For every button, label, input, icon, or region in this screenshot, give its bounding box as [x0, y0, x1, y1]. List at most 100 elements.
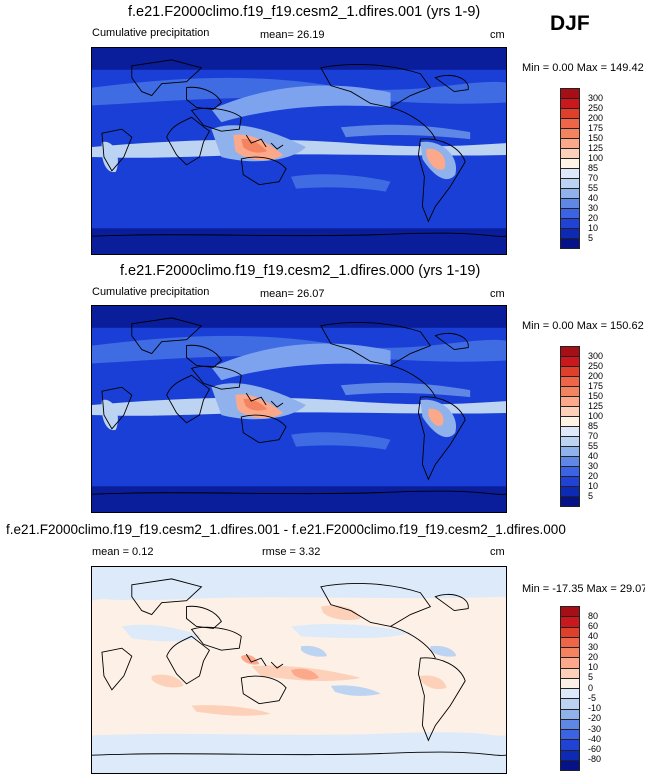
colorbar-tick-label: 200	[588, 112, 604, 123]
colorbar-tick-label: 40	[588, 631, 599, 642]
colorbar-tick-label: 55	[588, 440, 599, 451]
panel1-variable-label: Cumulative precipitation	[92, 27, 210, 39]
colorbar-tick-label: 0	[588, 682, 594, 693]
colorbar-tick-label: 30	[588, 460, 599, 471]
panel1-title: f.e21.F2000climo.f19_f19.cesm2_1.dfires.…	[128, 4, 481, 20]
colorbar-swatch	[560, 476, 580, 487]
colorbar-swatch	[560, 406, 580, 417]
colorbar-tick-label: -5	[588, 692, 597, 703]
panel3-colorbar: 80 60 40 30 20 10 5 0 -5 -10 -20 -30 -40 -60 -80	[560, 606, 601, 771]
colorbar-tick-label: 300	[588, 350, 604, 361]
colorbar-tick-label: 100	[588, 410, 604, 421]
colorbar-swatch	[560, 188, 580, 199]
colorbar-tick-label: 125	[588, 142, 604, 153]
colorbar-swatch	[560, 708, 580, 720]
colorbar-tick-label: 10	[588, 662, 599, 672]
panel3-units: cm	[490, 546, 505, 558]
colorbar-swatch	[560, 688, 580, 700]
panel1-units: cm	[490, 29, 505, 41]
colorbar-swatch	[560, 386, 580, 397]
colorbar-tick-label: 20	[588, 470, 599, 481]
panel3-rmse: rmse = 3.32	[262, 546, 321, 558]
colorbar-tick-label: 5	[588, 490, 594, 501]
colorbar-tick-label: 70	[588, 430, 599, 441]
colorbar-tick-label: 175	[588, 122, 604, 133]
colorbar-swatch	[560, 496, 580, 507]
colorbar-swatch	[560, 647, 580, 659]
colorbar-swatch	[560, 626, 580, 638]
colorbar-swatch	[560, 677, 580, 689]
colorbar-swatch	[560, 158, 580, 169]
season-label: DJF	[550, 12, 590, 35]
panel3-mean: mean = 0.12	[92, 546, 154, 558]
colorbar-swatch	[560, 606, 580, 618]
colorbar-swatch	[560, 128, 580, 139]
colorbar-swatch	[560, 238, 580, 249]
colorbar-tick-label: 250	[588, 102, 604, 113]
colorbar-swatch	[560, 698, 580, 710]
colorbar-swatch	[560, 759, 580, 771]
colorbar-tick-label: -80	[588, 754, 602, 765]
colorbar-swatch	[560, 718, 580, 730]
colorbar-swatch	[560, 148, 580, 159]
colorbar-tick-label: -40	[588, 733, 602, 744]
colorbar-tick-label: 125	[588, 400, 604, 411]
colorbar-swatch	[560, 168, 580, 179]
panel2-map	[91, 305, 507, 513]
colorbar-swatch	[560, 396, 580, 407]
panel2-units: cm	[490, 288, 505, 300]
colorbar-swatch	[560, 218, 580, 229]
colorbar-tick-label: 5	[588, 232, 594, 243]
colorbar-tick-label: 30	[588, 641, 599, 652]
colorbar-tick-label: 20	[588, 212, 599, 223]
colorbar-tick-label: 55	[588, 182, 599, 193]
panel2-title: f.e21.F2000climo.f19_f19.cesm2_1.dfires.…	[120, 263, 481, 279]
colorbar-tick-label: 80	[588, 610, 599, 621]
colorbar-tick-label: 10	[588, 222, 599, 233]
colorbar-swatch	[560, 749, 580, 761]
colorbar-swatch	[560, 88, 580, 99]
colorbar-tick-label: -60	[588, 744, 602, 754]
colorbar-tick-label: 40	[588, 450, 599, 461]
colorbar-tick-label: 70	[588, 172, 599, 183]
colorbar-tick-label: 175	[588, 380, 604, 391]
colorbar-swatch	[560, 667, 580, 679]
colorbar-tick-label: -10	[588, 703, 602, 713]
colorbar-tick-label: 100	[588, 152, 604, 163]
panel3-minmax: Min = -17.35 Max = 29.07	[522, 583, 645, 595]
panel3-map	[91, 566, 507, 774]
colorbar-tick-label: 85	[588, 420, 599, 431]
colorbar-tick-label: -30	[588, 723, 602, 734]
colorbar-swatch	[560, 436, 580, 447]
colorbar-tick-label: 60	[588, 621, 599, 631]
colorbar-tick-label: 20	[588, 651, 599, 662]
panel1-mean: mean= 26.19	[260, 29, 325, 41]
panel1-minmax: Min = 0.00 Max = 149.42	[522, 62, 644, 74]
colorbar-tick-label: 200	[588, 370, 604, 381]
colorbar-tick-label: 150	[588, 132, 604, 143]
colorbar-swatch	[560, 446, 580, 457]
colorbar-swatch	[560, 486, 580, 497]
panel2-colorbar: 300 250 200 175 150 125 100 85 70 55 40 30 20 10 5	[560, 346, 603, 507]
colorbar-swatch	[560, 426, 580, 437]
panel2-minmax: Min = 0.00 Max = 150.62	[522, 320, 644, 332]
colorbar-swatch	[560, 456, 580, 467]
colorbar-tick-label: 10	[588, 480, 599, 491]
colorbar-swatch	[560, 416, 580, 427]
colorbar-swatch	[560, 616, 580, 628]
colorbar-swatch	[560, 198, 580, 209]
colorbar-swatch	[560, 729, 580, 741]
colorbar-swatch	[560, 118, 580, 129]
panel1-map	[91, 47, 507, 255]
colorbar-swatch	[560, 356, 580, 367]
panel1-colorbar: 300 250 200 175 150 125 100 85 70 55 40 30 20 10 5	[560, 88, 603, 249]
colorbar-swatch	[560, 228, 580, 239]
colorbar-tick-label: -20	[588, 713, 602, 724]
panel2-mean: mean= 26.07	[260, 288, 325, 300]
colorbar-swatch	[560, 657, 580, 669]
colorbar-swatch	[560, 636, 580, 648]
colorbar-swatch	[560, 376, 580, 387]
colorbar-tick-label: 250	[588, 360, 604, 371]
colorbar-swatch	[560, 366, 580, 377]
colorbar-tick-label: 40	[588, 192, 599, 203]
